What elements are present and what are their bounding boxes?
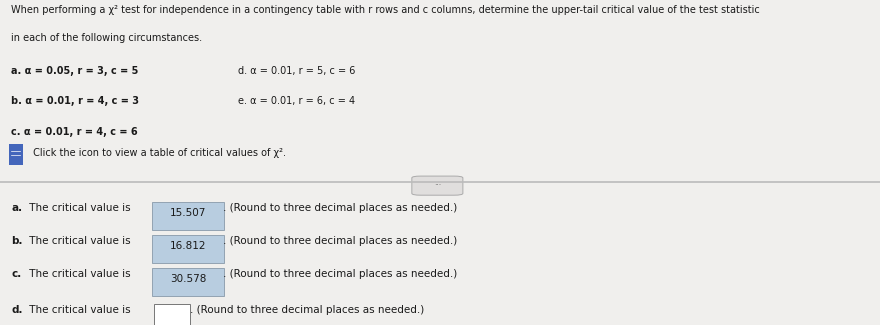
Text: e. α = 0.01, r = 6, c = 4: e. α = 0.01, r = 6, c = 4 bbox=[238, 97, 355, 107]
FancyBboxPatch shape bbox=[152, 235, 224, 263]
Text: ···: ··· bbox=[434, 181, 441, 190]
FancyBboxPatch shape bbox=[154, 304, 190, 325]
Text: c. α = 0.01, r = 4, c = 6: c. α = 0.01, r = 4, c = 6 bbox=[11, 127, 138, 137]
Text: . (Round to three decimal places as needed.): . (Round to three decimal places as need… bbox=[223, 269, 457, 279]
Text: 30.578: 30.578 bbox=[170, 274, 207, 283]
Text: 15.507: 15.507 bbox=[170, 208, 207, 218]
FancyBboxPatch shape bbox=[412, 176, 463, 195]
Text: . (Round to three decimal places as needed.): . (Round to three decimal places as need… bbox=[190, 305, 424, 315]
Text: in each of the following circumstances.: in each of the following circumstances. bbox=[11, 33, 202, 43]
Text: d.: d. bbox=[11, 305, 23, 315]
Text: When performing a χ² test for independence in a contingency table with r rows an: When performing a χ² test for independen… bbox=[11, 6, 760, 16]
Text: . (Round to three decimal places as needed.): . (Round to three decimal places as need… bbox=[223, 236, 457, 246]
Text: The critical value is: The critical value is bbox=[26, 203, 135, 214]
Text: . (Round to three decimal places as needed.): . (Round to three decimal places as need… bbox=[223, 203, 457, 214]
Text: a.: a. bbox=[11, 203, 23, 214]
Text: The critical value is: The critical value is bbox=[26, 236, 135, 246]
Text: b.: b. bbox=[11, 236, 23, 246]
Text: The critical value is: The critical value is bbox=[26, 305, 135, 315]
Text: c.: c. bbox=[11, 269, 22, 279]
FancyBboxPatch shape bbox=[152, 268, 224, 296]
Text: d. α = 0.01, r = 5, c = 6: d. α = 0.01, r = 5, c = 6 bbox=[238, 66, 355, 75]
Text: Click the icon to view a table of critical values of χ².: Click the icon to view a table of critic… bbox=[30, 148, 286, 158]
FancyBboxPatch shape bbox=[9, 144, 23, 165]
Text: 16.812: 16.812 bbox=[170, 240, 207, 251]
FancyBboxPatch shape bbox=[152, 202, 224, 230]
Text: The critical value is: The critical value is bbox=[26, 269, 135, 279]
Text: b. α = 0.01, r = 4, c = 3: b. α = 0.01, r = 4, c = 3 bbox=[11, 97, 139, 107]
Text: a. α = 0.05, r = 3, c = 5: a. α = 0.05, r = 3, c = 5 bbox=[11, 66, 139, 75]
